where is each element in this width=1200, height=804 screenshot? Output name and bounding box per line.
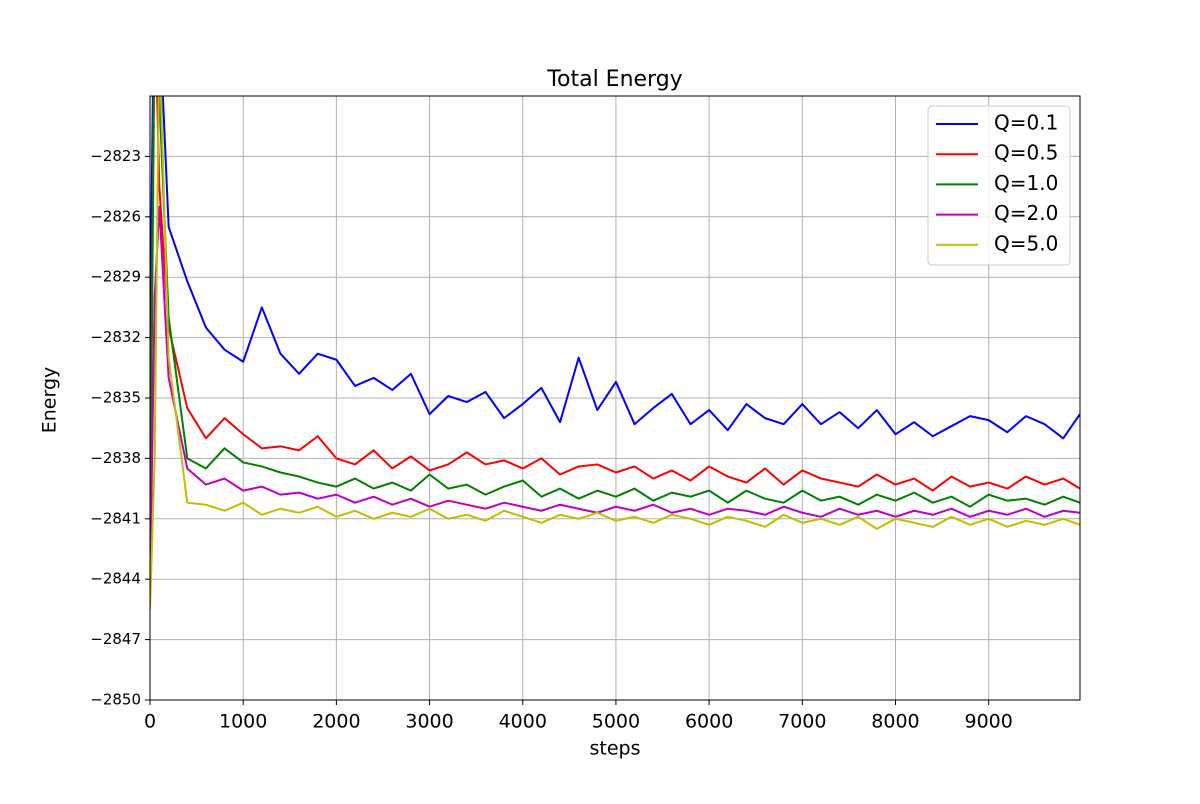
lines [150,96,1080,610]
legend-box [927,105,1071,266]
y-tick-label: −2832 [90,328,141,346]
chart-title: Total Energy [546,67,682,92]
x-tick-label: 0 [144,711,156,733]
y-axis-label: Energy [39,367,61,434]
x-tick-label: 4000 [499,711,547,733]
y-tick-label: −2826 [90,207,141,225]
x-tick-label: 2000 [312,711,360,733]
x-tick-label: 7000 [778,711,826,733]
series-line [150,96,1080,560]
x-tick-label: 6000 [685,711,733,733]
y-tick-label: −2844 [90,570,141,588]
x-axis-label: steps [590,738,641,760]
y-tick-label: −2841 [90,509,141,527]
y-tick-label: −2847 [90,630,141,648]
x-tick-label: 9000 [964,711,1012,733]
y-tick-label: −2838 [90,449,141,467]
series-line [150,96,1080,440]
x-tick-label: 5000 [592,711,640,733]
y-tick-label: −2829 [90,268,141,286]
legend: Q=0.1 Q=0.5 Q=1.0 Q=2.0 Q=5.0 [927,105,1071,266]
ticks: 0 1000 2000 3000 4000 5000 6000 7000 8000 9000 −28… [90,147,1013,733]
x-tick-label: 3000 [405,711,453,733]
legend-label: Q=1.0 [994,171,1058,195]
y-tick-label: −2823 [90,147,141,165]
series-line [150,96,1080,509]
x-tick-label: 8000 [871,711,919,733]
legend-label: Q=5.0 [994,231,1058,255]
series-line [150,96,1080,610]
y-tick-label: −2850 [90,691,141,709]
legend-label: Q=0.1 [994,111,1058,135]
legend-label: Q=0.5 [994,141,1058,165]
legend-label: Q=2.0 [994,201,1058,225]
x-tick-label: 1000 [219,711,267,733]
y-tick-label: −2835 [90,389,141,407]
